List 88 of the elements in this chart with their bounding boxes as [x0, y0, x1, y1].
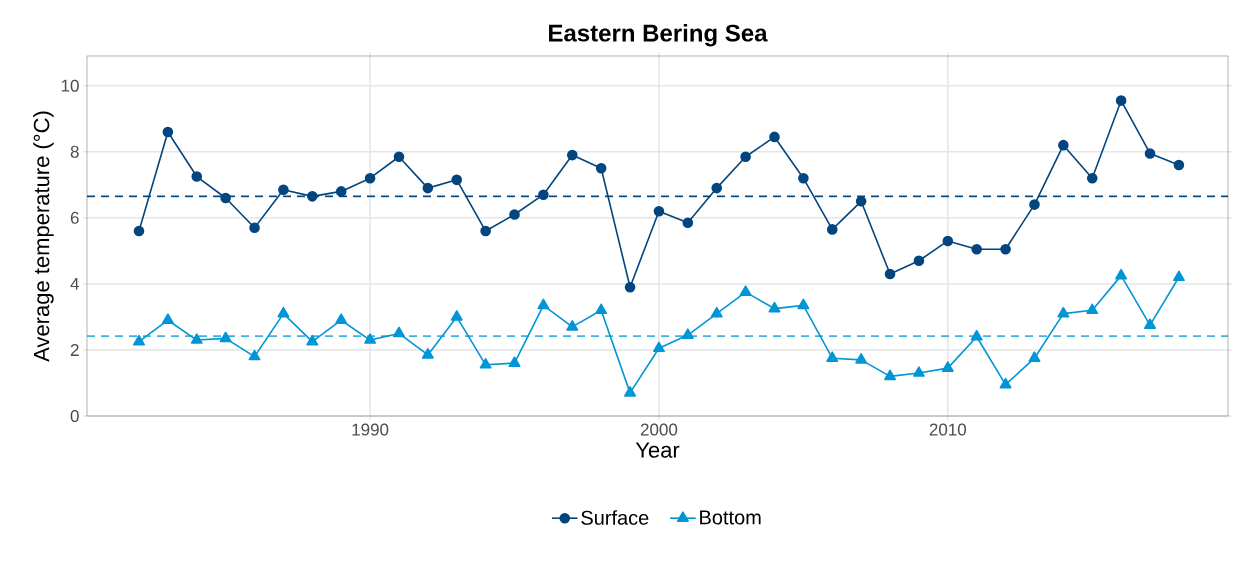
- point: [855, 353, 868, 364]
- point: [1028, 351, 1041, 362]
- point: [1029, 199, 1040, 210]
- point: [421, 348, 434, 359]
- point: [220, 192, 231, 204]
- point: [1058, 139, 1069, 151]
- point: [1086, 172, 1098, 184]
- point: [942, 235, 954, 247]
- point: [537, 298, 550, 310]
- point: [710, 306, 723, 318]
- y-tick-label: 6: [70, 211, 79, 224]
- y-tick-label: 8: [70, 145, 79, 158]
- point: [364, 172, 376, 184]
- y-tick-label: 4: [70, 278, 79, 290]
- point: [971, 243, 982, 255]
- point: [422, 182, 434, 194]
- point: [451, 174, 463, 186]
- point: [941, 361, 954, 372]
- point: [653, 205, 665, 217]
- point: [624, 386, 637, 397]
- point: [566, 149, 578, 161]
- point: [161, 313, 174, 325]
- point: [1115, 268, 1128, 280]
- point: [884, 369, 897, 381]
- point: [1144, 318, 1157, 329]
- point: [652, 341, 665, 353]
- point: [681, 328, 694, 339]
- point: [307, 191, 318, 202]
- x-tick-label: 1990: [352, 423, 389, 436]
- point: [392, 326, 405, 338]
- point: [595, 303, 608, 315]
- point: [912, 366, 925, 377]
- point: [538, 189, 549, 201]
- point: [364, 333, 377, 344]
- point: [1000, 243, 1011, 255]
- point: [306, 334, 319, 346]
- point: [913, 255, 925, 267]
- point: [769, 131, 780, 143]
- point: [248, 349, 261, 361]
- point: [595, 162, 607, 174]
- point: [335, 186, 347, 197]
- point: [855, 196, 867, 207]
- point: [393, 151, 405, 163]
- point: [479, 358, 492, 369]
- point: [826, 351, 839, 362]
- point: [1115, 95, 1127, 106]
- point: [711, 182, 723, 194]
- point: [508, 356, 521, 367]
- point: [999, 377, 1012, 389]
- point: [219, 331, 232, 343]
- point: [1144, 148, 1156, 159]
- point: [249, 222, 260, 234]
- point: [624, 281, 636, 293]
- x-axis-title: Year: [635, 442, 680, 458]
- point: [162, 126, 174, 138]
- point: [1057, 306, 1070, 318]
- chart-title: Eastern Bering Sea: [549, 23, 768, 47]
- x-tick-label: 2010: [929, 423, 967, 436]
- y-tick-label: 2: [70, 344, 79, 356]
- point: [191, 171, 203, 182]
- y-tick-label: 0: [70, 409, 79, 423]
- point: [682, 217, 694, 229]
- legend-label: Surface: [581, 510, 649, 525]
- legend-label: Bottom: [700, 510, 761, 525]
- point: [970, 329, 983, 341]
- point: [190, 333, 203, 344]
- point: [1086, 303, 1099, 315]
- point: [450, 310, 463, 321]
- point: [1172, 270, 1185, 282]
- point: [884, 268, 896, 280]
- point: [566, 320, 579, 331]
- point: [768, 301, 781, 313]
- point: [509, 209, 520, 220]
- y-axis-title: Average temperature (°C): [33, 111, 54, 362]
- point: [133, 334, 145, 346]
- point: [277, 306, 290, 318]
- point: [335, 313, 348, 325]
- x-tick-label: 2000: [640, 423, 678, 436]
- point: [797, 298, 810, 310]
- point: [826, 224, 838, 235]
- y-tick-label: 10: [61, 79, 79, 92]
- point: [480, 225, 491, 237]
- point: [798, 172, 809, 184]
- point: [740, 151, 751, 163]
- point: [133, 225, 145, 237]
- point: [278, 184, 289, 196]
- point: [739, 285, 752, 296]
- point: [1173, 159, 1185, 171]
